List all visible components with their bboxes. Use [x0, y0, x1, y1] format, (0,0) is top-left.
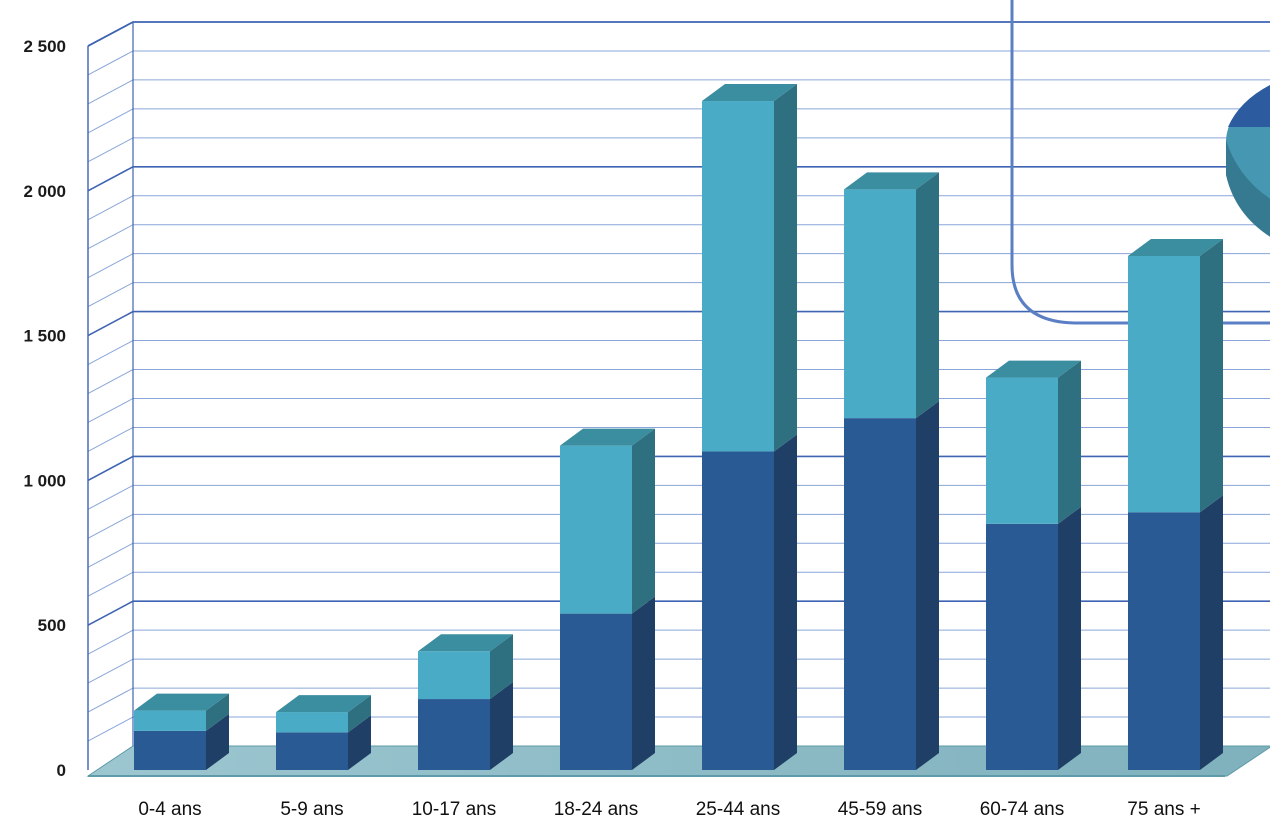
bar-5-series-0: [844, 401, 939, 770]
gridline-minor: [87, 542, 1270, 568]
y-tick-label: 500: [38, 616, 66, 635]
x-tick-label: 18-24 ans: [554, 799, 639, 817]
gridline-minor: [87, 571, 1270, 597]
x-tick-label: 10-17 ans: [412, 799, 497, 817]
y-tick-label: 0: [57, 761, 66, 780]
gridline-minor: [87, 224, 1270, 250]
bar-1-series-1: [276, 695, 371, 733]
gridline-minor: [87, 137, 1270, 163]
gridline-minor: [87, 513, 1270, 539]
bar-3-series-0: [560, 596, 655, 770]
bar-6-series-1: [986, 360, 1081, 524]
x-tick-label: 45-59 ans: [838, 799, 923, 817]
bar-2-series-0: [418, 682, 513, 770]
inset-panel-border: [1010, 0, 1270, 325]
x-tick-label: 25-44 ans: [696, 799, 781, 817]
bar-0-series-1: [134, 693, 229, 731]
pie-slice: [1228, 85, 1270, 127]
gridline-minor: [87, 79, 1270, 105]
y-axis: 0 500 1 000 1 500 2 000 2 500: [23, 37, 66, 780]
floor-plane: [86, 745, 1270, 777]
bar-4-series-1: [702, 84, 797, 452]
bar-0-series-0: [134, 713, 229, 770]
x-tick-label: 0-4 ans: [138, 799, 201, 817]
gridline-minor: [87, 369, 1270, 394]
gridline-major: [87, 21, 1270, 47]
gridline-minor: [87, 108, 1270, 134]
y-tick-label: 1 500: [23, 327, 66, 346]
x-tick-label: 60-74 ans: [980, 799, 1065, 817]
gridline-major: [87, 455, 1270, 482]
gridline-minor: [87, 426, 1270, 452]
bar-7-series-0: [1128, 495, 1223, 770]
gridline-minor: [87, 658, 1270, 684]
gridline-minor: [87, 253, 1270, 279]
gridline-minor: [87, 50, 1270, 76]
gridline-minor: [87, 195, 1270, 221]
bars: [134, 84, 1223, 770]
y-tick-label: 2 000: [23, 182, 66, 201]
gridline-minor: [87, 687, 1270, 713]
bar-4-series-0: [702, 434, 797, 770]
x-tick-label: 75 ans +: [1127, 799, 1200, 817]
gridline-major: [87, 21, 1270, 47]
gridline-minor: [87, 716, 1270, 742]
gridlines: [87, 21, 1270, 770]
gridline-minor: [87, 397, 1270, 423]
bar-6-series-0: [986, 506, 1081, 770]
inset-panel-outline: [1010, 0, 1270, 325]
x-axis: 0-4 ans 5-9 ans 10-17 ans 18-24 ans 25-44 an…: [138, 799, 1200, 817]
bar-7-series-1: [1128, 238, 1223, 513]
bar-2-series-1: [418, 634, 513, 700]
bar-3-series-1: [560, 428, 655, 614]
gridline-minor: [87, 340, 1270, 366]
gridline-minor: [87, 484, 1270, 510]
bar-5-series-1: [844, 172, 939, 419]
y-tick-label: 1 000: [23, 471, 66, 490]
chart-floor: [86, 745, 1270, 777]
y-tick-label: 2 500: [23, 37, 66, 56]
gridline-minor: [87, 282, 1270, 308]
gridline-minor: [87, 629, 1270, 655]
x-tick-label: 5-9 ans: [280, 799, 343, 817]
gridline-major: [87, 600, 1270, 626]
bar-1-series-0: [276, 715, 371, 770]
gridline-major: [87, 166, 1270, 192]
